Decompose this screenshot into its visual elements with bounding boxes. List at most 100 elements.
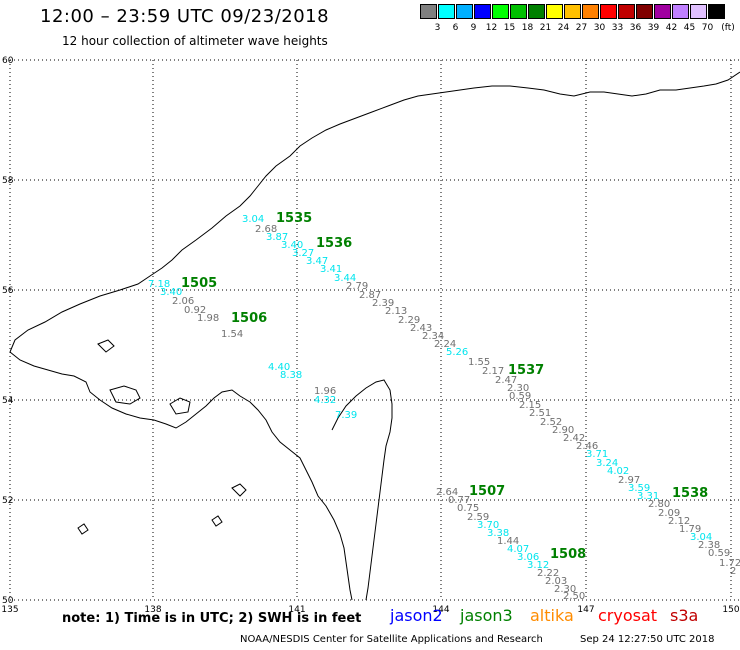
wave-height-value: 3.40 [281, 240, 303, 251]
lat-lon-grid [9, 59, 740, 601]
wave-height-value: 2.68 [255, 224, 277, 235]
wave-height-value: 3.59 [628, 483, 650, 494]
legend-swatch [474, 4, 491, 19]
wave-height-value: 2.39 [372, 298, 394, 309]
wave-height-value: 2.46 [576, 441, 598, 452]
wave-height-value: 2.47 [495, 375, 517, 386]
lat-tick-label: 58 [2, 176, 14, 186]
wave-height-value: 3.04 [690, 532, 712, 543]
lon-tick-label: 135 [1, 605, 18, 615]
pass-number-label: 1535 [276, 211, 312, 226]
island-small-1 [169, 397, 191, 415]
pass-number-label: 1505 [181, 276, 217, 291]
wave-height-value: 3.71 [586, 449, 608, 460]
lat-tick-label: 60 [2, 56, 14, 66]
wave-height-value: 2.30 [507, 383, 529, 394]
wave-height-value: 3.27 [292, 248, 314, 259]
wave-height-value: 2.50 [563, 591, 585, 602]
footer-timestamp: Sep 24 12:27:50 UTC 2018 [580, 634, 715, 645]
wave-height-value: 3.44 [334, 273, 356, 284]
lon-tick-label: 138 [144, 605, 161, 615]
legend-label: 36 [629, 23, 642, 33]
wave-height-value: 7.39 [335, 410, 357, 421]
legend-swatch [456, 4, 473, 19]
legend-swatch [492, 4, 509, 19]
wave-height-value: 4.02 [607, 466, 629, 477]
legend-label: 9 [470, 23, 477, 33]
legend-label: 21 [539, 23, 552, 33]
wave-height-value: 3.41 [320, 264, 342, 275]
island-shantar [109, 385, 141, 405]
pass-number-label: 1537 [508, 363, 544, 378]
pass-number-label: 1536 [316, 236, 352, 251]
wave-height-value: 2.97 [618, 475, 640, 486]
legend-swatch [510, 4, 527, 19]
wave-height-value: 0.59 [509, 391, 531, 402]
wave-height-value: 2.52 [540, 417, 562, 428]
wave-height-value: 2.87 [359, 290, 381, 301]
island-small-4 [211, 515, 223, 527]
wave-height-value: 1.55 [468, 357, 490, 368]
lat-tick-label: 56 [2, 286, 14, 296]
wave-height-value: 0.59 [708, 548, 730, 559]
wave-height-value: 3.06 [517, 552, 539, 563]
island-sakhalin-coast [331, 379, 393, 601]
wave-height-value: 2.42 [563, 433, 585, 444]
legend-swatch [528, 4, 545, 19]
wave-height-value: 2.80 [648, 499, 670, 510]
pass-number-label: 1508 [550, 547, 586, 562]
island-small-2 [231, 483, 247, 497]
legend-label: 27 [575, 23, 588, 33]
wave-height-value: 3.87 [266, 232, 288, 243]
satellite-jason2: jason2 [390, 606, 443, 625]
lon-tick-label: 147 [577, 605, 594, 615]
mainland-south-coast [9, 351, 353, 601]
satellite-altika: altika [530, 606, 574, 625]
legend-swatch [654, 4, 671, 19]
legend-label: 6 [452, 23, 459, 33]
wave-height-value: 2.13 [385, 306, 407, 317]
legend-swatch [600, 4, 617, 19]
wave-height-value: 2.38 [698, 540, 720, 551]
lon-tick-label: 144 [432, 605, 449, 615]
wave-height-value: 3.12 [527, 560, 549, 571]
wave-height-value: 2.30 [554, 584, 576, 595]
legend-label: 30 [593, 23, 606, 33]
wave-height-value: 3.47 [306, 256, 328, 267]
wave-height-value: 3.40 [160, 287, 182, 298]
lat-tick-label: 54 [2, 396, 14, 406]
wave-height-value: 1.72 [719, 558, 740, 569]
wave-height-value: 2.17 [482, 366, 504, 377]
map-subtitle: 12 hour collection of altimeter wave hei… [62, 34, 328, 48]
wave-height-value: 2.15 [519, 400, 541, 411]
wave-height-value: 2.43 [410, 323, 432, 334]
pass-number-label: 1538 [672, 486, 708, 501]
legend-swatch [672, 4, 689, 19]
wave-height-value: 1.79 [679, 524, 701, 535]
legend-swatch [636, 4, 653, 19]
wave-height-value: 2.29 [398, 315, 420, 326]
legend-label: 45 [683, 23, 696, 33]
lat-tick-label: 50 [2, 596, 14, 606]
map-title: 12:00 – 23:59 UTC 09/23/2018 [40, 6, 330, 27]
legend-label: 12 [485, 23, 498, 33]
lon-tick-label: 150 [722, 605, 739, 615]
wave-height-value: 2.06 [172, 296, 194, 307]
wave-height-value: 4.32 [314, 395, 336, 406]
wave-height-value: 0.77 [448, 495, 470, 506]
wave-height-value: 2.34 [422, 331, 444, 342]
satellite-s3a: s3a [670, 606, 699, 625]
footer-note: note: 1) Time is in UTC; 2) SWH is in fe… [62, 611, 362, 626]
island-small-3 [97, 339, 115, 353]
wave-height-value: 7.18 [148, 279, 170, 290]
mainland-north-coast [9, 71, 740, 353]
lon-tick-label: 141 [288, 605, 305, 615]
pass-labels: 1535 1536 1505 1506 1537 1507 1538 1508 [181, 211, 708, 562]
legend-label: 39 [647, 23, 660, 33]
wave-height-value: 2.24 [434, 339, 456, 350]
wave-height-value: 0.75 [457, 503, 479, 514]
wave-height-labels: 3.042.683.873.403.273.473.413.442.792.87… [148, 214, 740, 602]
wave-height-value: 2.51 [529, 408, 551, 419]
wave-height-value: 2.22 [537, 568, 559, 579]
